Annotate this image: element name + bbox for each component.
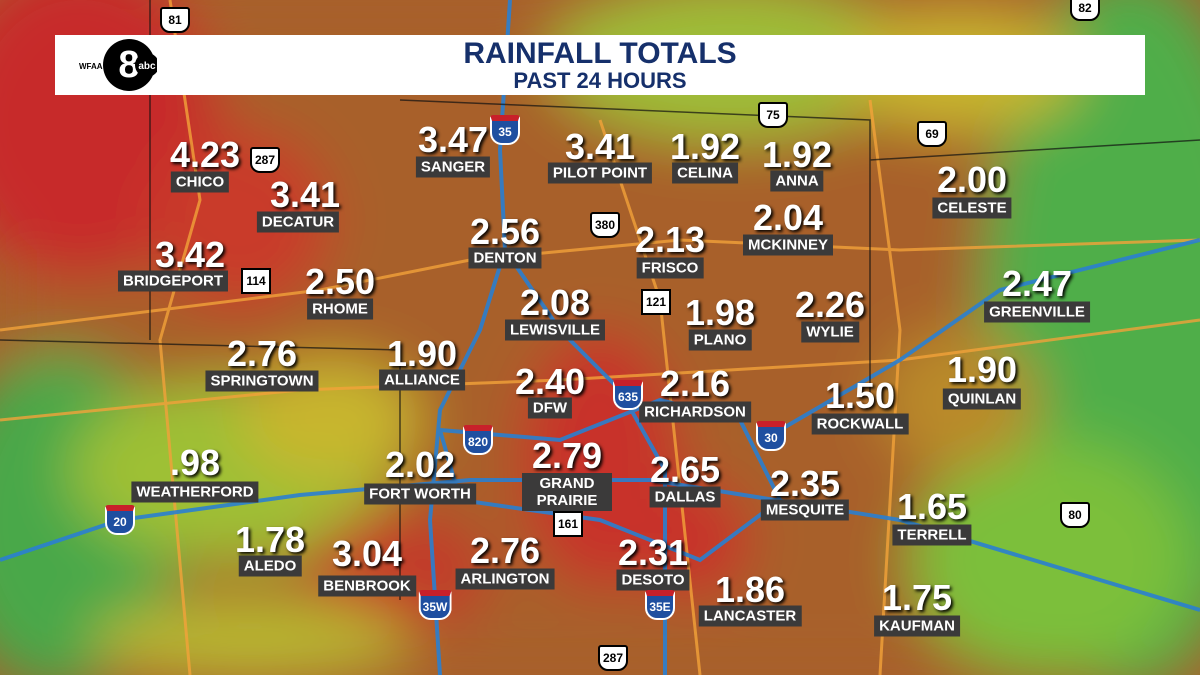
city-label: ROCKWALL <box>811 413 909 435</box>
highway-shield: 635 <box>613 380 643 410</box>
highway-shield: 114 <box>241 268 271 294</box>
rainfall-amount: 1.98 <box>684 292 756 333</box>
highway-shield: 75 <box>758 102 788 128</box>
city-label: LANCASTER <box>698 605 802 627</box>
rainfall-amount: 2.04 <box>752 197 824 238</box>
rainfall-amount: .98 <box>169 442 221 483</box>
highway-shield: 82 <box>1070 0 1100 21</box>
rainfall-amount: 4.23 <box>169 134 241 175</box>
rainfall-amount: 2.65 <box>649 449 721 490</box>
city-label: GRAND PRAIRIE <box>522 473 612 511</box>
city-label: BRIDGEPORT <box>117 270 229 292</box>
highway-shield: 380 <box>590 212 620 238</box>
rainfall-amount: 1.78 <box>234 519 306 560</box>
city-label: BENBROOK <box>318 575 416 597</box>
rainfall-amount: 2.31 <box>617 532 689 573</box>
city-label: ANNA <box>770 170 824 192</box>
city-label: KAUFMAN <box>874 615 960 637</box>
city-label: ARLINGTON <box>455 568 555 590</box>
rainfall-amount: 3.42 <box>154 234 226 275</box>
city-label: GREENVILLE <box>984 301 1090 323</box>
logo-network: abc <box>138 61 156 72</box>
city-label: LEWISVILLE <box>505 319 605 341</box>
logo-number: 8 <box>118 44 139 86</box>
city-label: ALLIANCE <box>379 369 465 391</box>
city-label: DENTON <box>468 247 542 269</box>
city-label: DESOTO <box>616 569 690 591</box>
rainfall-amount: 2.26 <box>794 284 866 325</box>
highway-shield: 30 <box>756 421 786 451</box>
city-label: FRISCO <box>636 257 704 279</box>
rainfall-amount: 3.41 <box>269 174 341 215</box>
rainfall-amount: 1.50 <box>824 375 896 416</box>
city-label: PLANO <box>688 329 752 351</box>
city-label: CELINA <box>672 162 738 184</box>
title: RAINFALL TOTALS <box>463 37 737 70</box>
rainfall-amount: 2.56 <box>469 211 541 252</box>
rainfall-amount: 2.76 <box>226 333 298 374</box>
rainfall-amount: 2.47 <box>1001 263 1073 304</box>
rainfall-amount: 2.08 <box>519 282 591 323</box>
highway-shield: 35W <box>418 590 452 620</box>
city-label: FORT WORTH <box>364 483 476 505</box>
highway-shield: 121 <box>641 289 671 315</box>
highway-shield: 287 <box>598 645 628 671</box>
city-label: CHICO <box>170 171 230 193</box>
city-label: DECATUR <box>256 211 340 233</box>
header-bar: 8 WFAA abc RAINFALL TOTALS PAST 24 HOURS <box>55 35 1145 95</box>
rainfall-amount: 2.50 <box>304 261 376 302</box>
city-label: TERRELL <box>892 524 972 546</box>
highway-shield: 161 <box>553 511 583 537</box>
highway-shield: 69 <box>917 121 947 147</box>
city-label: PILOT POINT <box>547 162 653 184</box>
city-label: RICHARDSON <box>639 401 751 423</box>
rainfall-amount: 3.47 <box>417 119 489 160</box>
rainfall-amount: 2.02 <box>384 444 456 485</box>
highway-shield: 35E <box>645 590 675 620</box>
highway-shield: 81 <box>160 7 190 33</box>
rainfall-amount: 2.00 <box>936 159 1008 200</box>
logo: 8 WFAA abc <box>79 39 157 91</box>
city-label: MCKINNEY <box>742 234 834 256</box>
highway-shield: 35 <box>490 115 520 145</box>
rainfall-amount: 3.04 <box>331 533 403 574</box>
rainfall-amount: 2.13 <box>634 219 706 260</box>
rainfall-amount: 1.65 <box>896 486 968 527</box>
city-label: ALEDO <box>238 555 302 577</box>
city-label: WEATHERFORD <box>131 481 259 503</box>
city-label: WYLIE <box>801 321 859 343</box>
city-label: QUINLAN <box>942 388 1022 410</box>
rainfall-amount: 2.79 <box>531 435 603 476</box>
city-label: DALLAS <box>649 486 721 508</box>
highway-shield: 287 <box>250 147 280 173</box>
highway-shield: 820 <box>463 425 493 455</box>
city-label: CELESTE <box>932 197 1012 219</box>
rainfall-amount: 1.92 <box>761 134 833 175</box>
city-label: MESQUITE <box>760 499 850 521</box>
rainfall-amount: 1.86 <box>714 569 786 610</box>
highway-shield: 20 <box>105 505 135 535</box>
rainfall-amount: 3.41 <box>564 126 636 167</box>
city-label: RHOME <box>307 298 373 320</box>
rainfall-amount: 2.16 <box>659 363 731 404</box>
rainfall-amount: 2.35 <box>769 463 841 504</box>
logo-station: WFAA <box>79 62 103 71</box>
rainfall-amount: 2.76 <box>469 530 541 571</box>
subtitle: PAST 24 HOURS <box>513 68 687 93</box>
rainfall-amount: 1.92 <box>669 126 741 167</box>
rainfall-amount: 1.75 <box>881 577 953 618</box>
highway-shield: 80 <box>1060 502 1090 528</box>
rainfall-amount: 2.40 <box>514 361 586 402</box>
city-label: SANGER <box>415 156 491 178</box>
rainfall-amount: 1.90 <box>386 333 458 374</box>
city-label: SPRINGTOWN <box>205 370 319 392</box>
city-label: DFW <box>527 397 573 419</box>
rainfall-amount: 1.90 <box>946 349 1018 390</box>
